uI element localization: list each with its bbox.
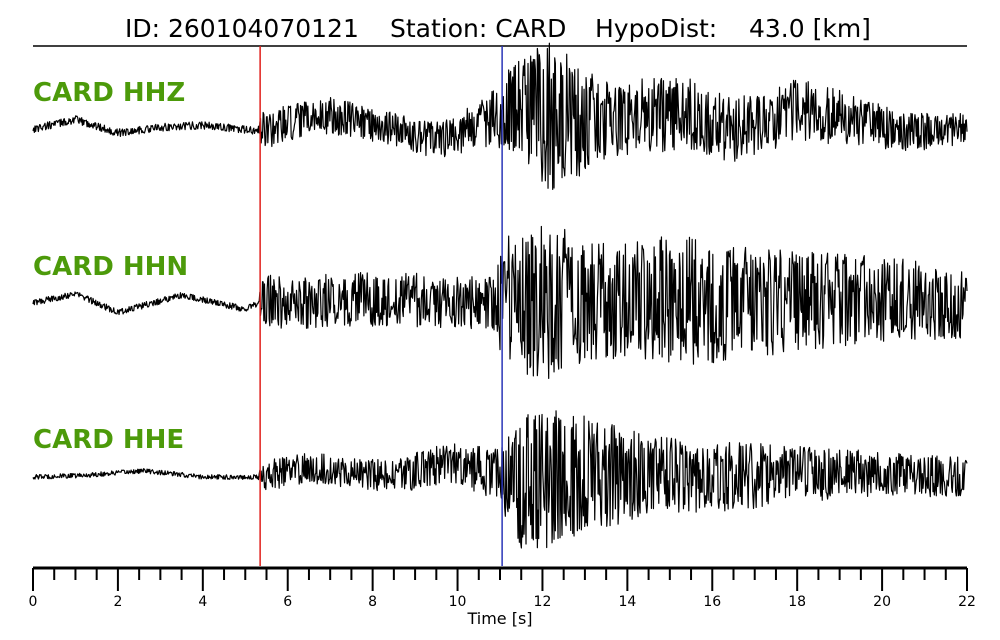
trace-card-hhe [32,410,968,549]
tick-label: 8 [368,594,377,610]
x-axis-label: Time [s] [466,609,532,628]
channel-label-card-hhn: CARD HHN [33,252,188,282]
tick-label: 18 [788,594,806,610]
channel-label-card-hhz: CARD HHZ [33,78,185,108]
trace-layer [32,42,968,549]
trace-card-hhz [32,42,968,191]
title-event-id: ID: 260104070121 [125,14,359,43]
trace-card-hhn [32,225,968,379]
tick-label: 22 [958,594,976,610]
tick-label: 2 [113,594,122,610]
pick-layer [259,46,503,566]
title-hypodist: HypoDist: 43.0 [km] [595,14,871,43]
tick-label: 12 [534,594,552,610]
tick-label: 4 [198,594,207,610]
tick-label: 20 [873,594,891,610]
x-axis: 0 2 4 6 8 10 12 14 16 18 20 22 [29,566,976,610]
tick-label: 10 [449,594,467,610]
tick-label: 16 [703,594,721,610]
tick-label: 6 [283,594,292,610]
tick-label: 0 [29,594,38,610]
channel-label-layer: CARD HHZ CARD HHN CARD HHE [33,78,188,455]
tick-label: 14 [618,594,636,610]
channel-label-card-hhe: CARD HHE [33,425,184,455]
title-station: Station: CARD [390,14,566,43]
